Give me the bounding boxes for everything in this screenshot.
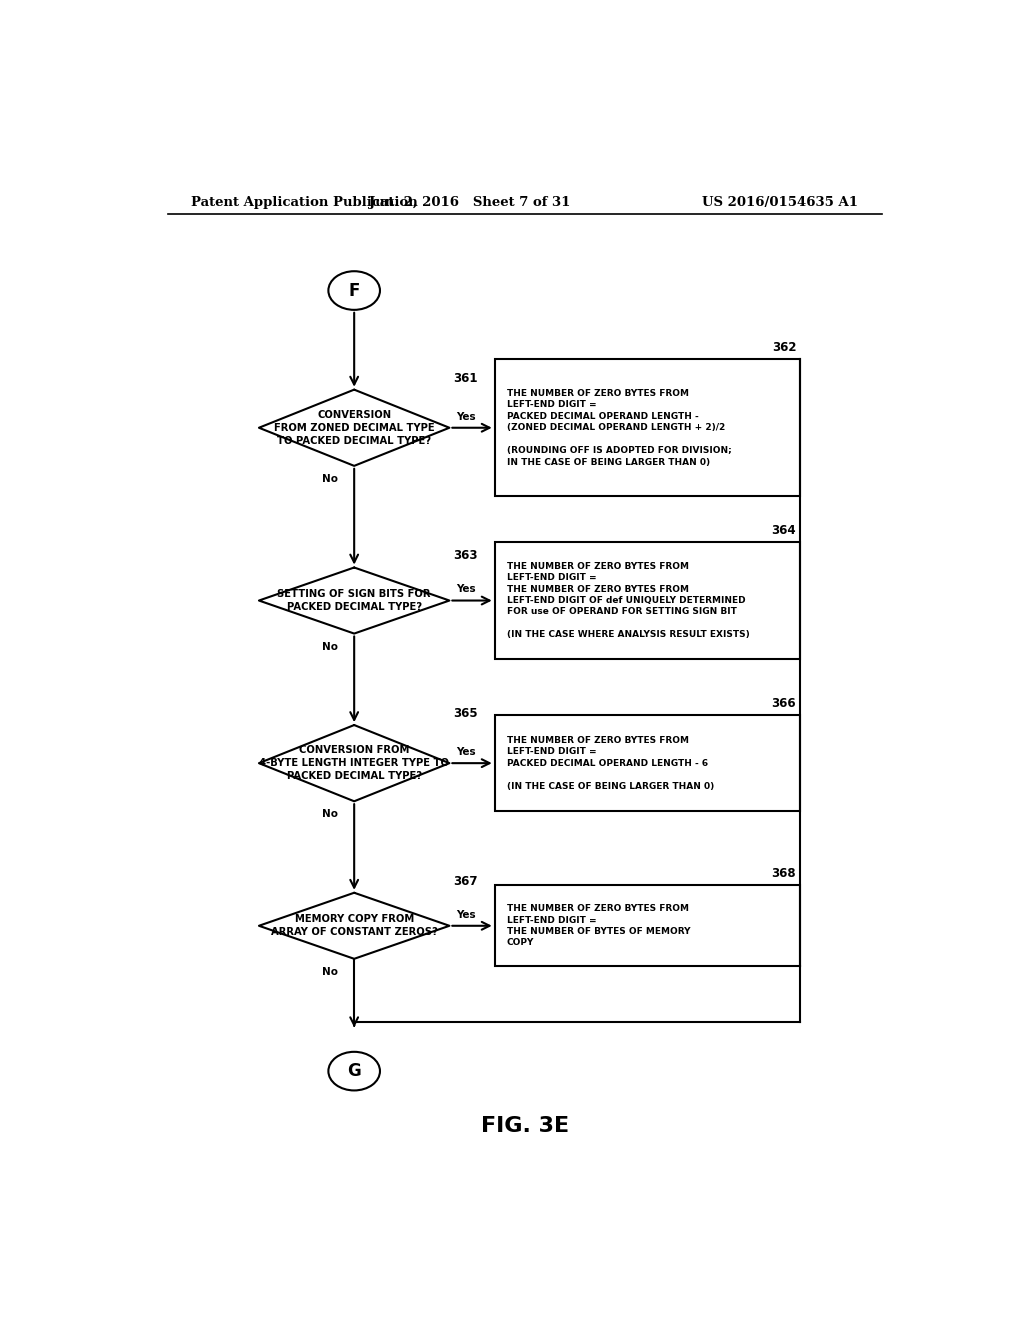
Text: No: No <box>323 642 338 652</box>
Text: G: G <box>347 1063 361 1080</box>
Text: 368: 368 <box>772 867 797 880</box>
Text: 364: 364 <box>772 524 797 537</box>
Text: 367: 367 <box>454 875 478 887</box>
Text: CONVERSION
FROM ZONED DECIMAL TYPE
TO PACKED DECIMAL TYPE?: CONVERSION FROM ZONED DECIMAL TYPE TO PA… <box>273 409 434 446</box>
Bar <box>495 886 800 966</box>
Text: THE NUMBER OF ZERO BYTES FROM
LEFT-END DIGIT =
PACKED DECIMAL OPERAND LENGTH -
(: THE NUMBER OF ZERO BYTES FROM LEFT-END D… <box>507 389 731 466</box>
Text: THE NUMBER OF ZERO BYTES FROM
LEFT-END DIGIT =
PACKED DECIMAL OPERAND LENGTH - 6: THE NUMBER OF ZERO BYTES FROM LEFT-END D… <box>507 735 714 791</box>
Text: No: No <box>323 809 338 820</box>
Text: FIG. 3E: FIG. 3E <box>480 1115 569 1137</box>
Text: Yes: Yes <box>456 747 475 758</box>
Text: Jun. 2, 2016   Sheet 7 of 31: Jun. 2, 2016 Sheet 7 of 31 <box>369 195 570 209</box>
Text: US 2016/0154635 A1: US 2016/0154635 A1 <box>702 195 858 209</box>
Text: 361: 361 <box>454 371 478 384</box>
Text: No: No <box>323 968 338 977</box>
Text: 363: 363 <box>454 549 478 562</box>
Text: F: F <box>348 281 359 300</box>
Text: Yes: Yes <box>456 412 475 421</box>
Text: Yes: Yes <box>456 585 475 594</box>
Ellipse shape <box>329 271 380 310</box>
Bar <box>495 543 800 659</box>
Bar <box>495 715 800 812</box>
Ellipse shape <box>329 1052 380 1090</box>
Text: Yes: Yes <box>456 909 475 920</box>
Bar <box>495 359 800 496</box>
Text: THE NUMBER OF ZERO BYTES FROM
LEFT-END DIGIT =
THE NUMBER OF ZERO BYTES FROM
LEF: THE NUMBER OF ZERO BYTES FROM LEFT-END D… <box>507 562 750 639</box>
Text: 366: 366 <box>772 697 797 710</box>
Text: No: No <box>323 474 338 484</box>
Text: SETTING OF SIGN BITS FOR
PACKED DECIMAL TYPE?: SETTING OF SIGN BITS FOR PACKED DECIMAL … <box>278 589 431 612</box>
Text: THE NUMBER OF ZERO BYTES FROM
LEFT-END DIGIT =
THE NUMBER OF BYTES OF MEMORY
COP: THE NUMBER OF ZERO BYTES FROM LEFT-END D… <box>507 904 690 948</box>
Text: 365: 365 <box>454 708 478 719</box>
Text: Patent Application Publication: Patent Application Publication <box>191 195 418 209</box>
Text: MEMORY COPY FROM
ARRAY OF CONSTANT ZEROS?: MEMORY COPY FROM ARRAY OF CONSTANT ZEROS… <box>270 915 437 937</box>
Text: CONVERSION FROM
4-BYTE LENGTH INTEGER TYPE TO
PACKED DECIMAL TYPE?: CONVERSION FROM 4-BYTE LENGTH INTEGER TY… <box>259 744 450 781</box>
Text: 362: 362 <box>772 341 797 354</box>
